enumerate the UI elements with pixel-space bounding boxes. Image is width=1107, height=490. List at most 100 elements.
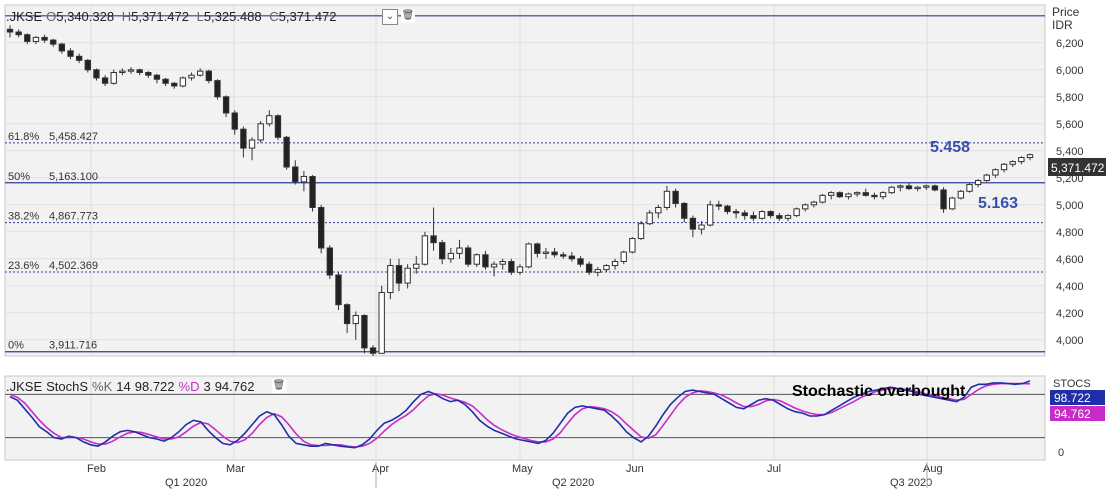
candle (974, 179, 982, 188)
candle-body (629, 238, 636, 253)
candle (620, 250, 627, 265)
candle (162, 77, 169, 86)
candle-body (274, 115, 282, 138)
candle (992, 168, 999, 178)
candle-body (776, 215, 783, 219)
candle (698, 221, 705, 235)
stoch-d-label: %D (178, 379, 200, 394)
candle-body (119, 70, 126, 74)
candle (464, 245, 472, 267)
candle (110, 69, 117, 85)
price-tick-label: 5,000 (1056, 200, 1084, 212)
stoch-overbought-note: Stochastic overbought (792, 383, 966, 400)
chart-labels: Price IDR 5,371.472 5.458 5.163 Stochast… (792, 5, 1106, 421)
trash-icon[interactable]: 🗑 (401, 9, 415, 23)
candle (585, 261, 593, 275)
candle (387, 258, 394, 300)
candle-body (845, 193, 852, 198)
candle-body (343, 304, 351, 325)
candle (949, 196, 956, 211)
candle (214, 79, 221, 100)
low-label: L (196, 9, 204, 24)
candle-body (179, 77, 187, 87)
candle-body (957, 190, 965, 199)
trash-icon[interactable]: 🗑 (272, 379, 286, 393)
candle (84, 59, 91, 73)
candle-body (473, 254, 480, 265)
candle (352, 311, 359, 340)
candle (940, 187, 947, 213)
candle (1026, 153, 1034, 161)
candle (594, 266, 601, 277)
candle-body (568, 255, 576, 260)
chevron-down-icon[interactable]: ⌄ (382, 9, 398, 25)
candle (101, 75, 109, 86)
candle (41, 34, 48, 43)
candle-body (620, 251, 627, 263)
candle (58, 42, 66, 54)
candle (15, 29, 22, 38)
candle-body (50, 39, 57, 45)
high-label: H (121, 9, 132, 24)
candle (145, 71, 152, 78)
candle-body (741, 212, 748, 217)
stoch-d-line (9, 382, 1031, 448)
candle-body (292, 166, 299, 183)
high-value: 5,371.472 (131, 9, 189, 24)
candle-body (758, 211, 766, 219)
candle (767, 210, 774, 219)
candle-body (940, 189, 947, 210)
candle (508, 258, 515, 275)
candle (542, 248, 550, 259)
price-tick-label: 4,800 (1056, 227, 1084, 239)
candle (50, 38, 57, 47)
candle (421, 231, 429, 266)
candle-body (663, 190, 671, 209)
close-label: C (269, 9, 279, 24)
month-label: Aug (923, 463, 943, 475)
candle-body (767, 211, 774, 217)
candle-body (724, 205, 731, 213)
month-label: May (512, 463, 533, 475)
candle (395, 258, 403, 292)
fib-percent-label: 0% (8, 340, 24, 352)
candle-body (560, 254, 567, 257)
stoch-k-badge (1050, 390, 1105, 405)
candle (67, 48, 74, 59)
candle-body (378, 292, 385, 354)
fib-percent-label: 50% (8, 171, 30, 183)
month-label: Mar (226, 463, 245, 475)
candle-body (127, 69, 135, 72)
candle-body (525, 243, 532, 268)
candle-body (534, 243, 541, 254)
candle-body (542, 251, 550, 254)
month-label: Feb (87, 463, 106, 475)
candle-body (923, 185, 930, 188)
candle-body (439, 242, 446, 260)
candle (966, 183, 973, 193)
candle (222, 95, 230, 118)
candle (758, 210, 766, 220)
candle (231, 110, 238, 135)
candle (499, 258, 506, 270)
candle-body (499, 261, 506, 265)
stoch-tick-label: 0 (1058, 447, 1064, 459)
fib-value-label: 5,458.427 (49, 131, 98, 143)
candle (534, 242, 541, 258)
candle (136, 68, 143, 76)
price-tick-label: 5,400 (1056, 146, 1084, 158)
candle-body (214, 80, 221, 98)
fib-percent-label: 38.2% (8, 211, 39, 223)
candle (629, 237, 636, 254)
stoch-name: StochS (46, 379, 89, 394)
candle (750, 211, 757, 221)
candle-body (430, 235, 437, 244)
candle-body (447, 252, 455, 260)
candle (1018, 156, 1025, 165)
candle (378, 285, 385, 354)
candle-body (715, 204, 722, 207)
candle-body (309, 175, 316, 208)
candle (793, 207, 800, 217)
candle (439, 239, 446, 265)
